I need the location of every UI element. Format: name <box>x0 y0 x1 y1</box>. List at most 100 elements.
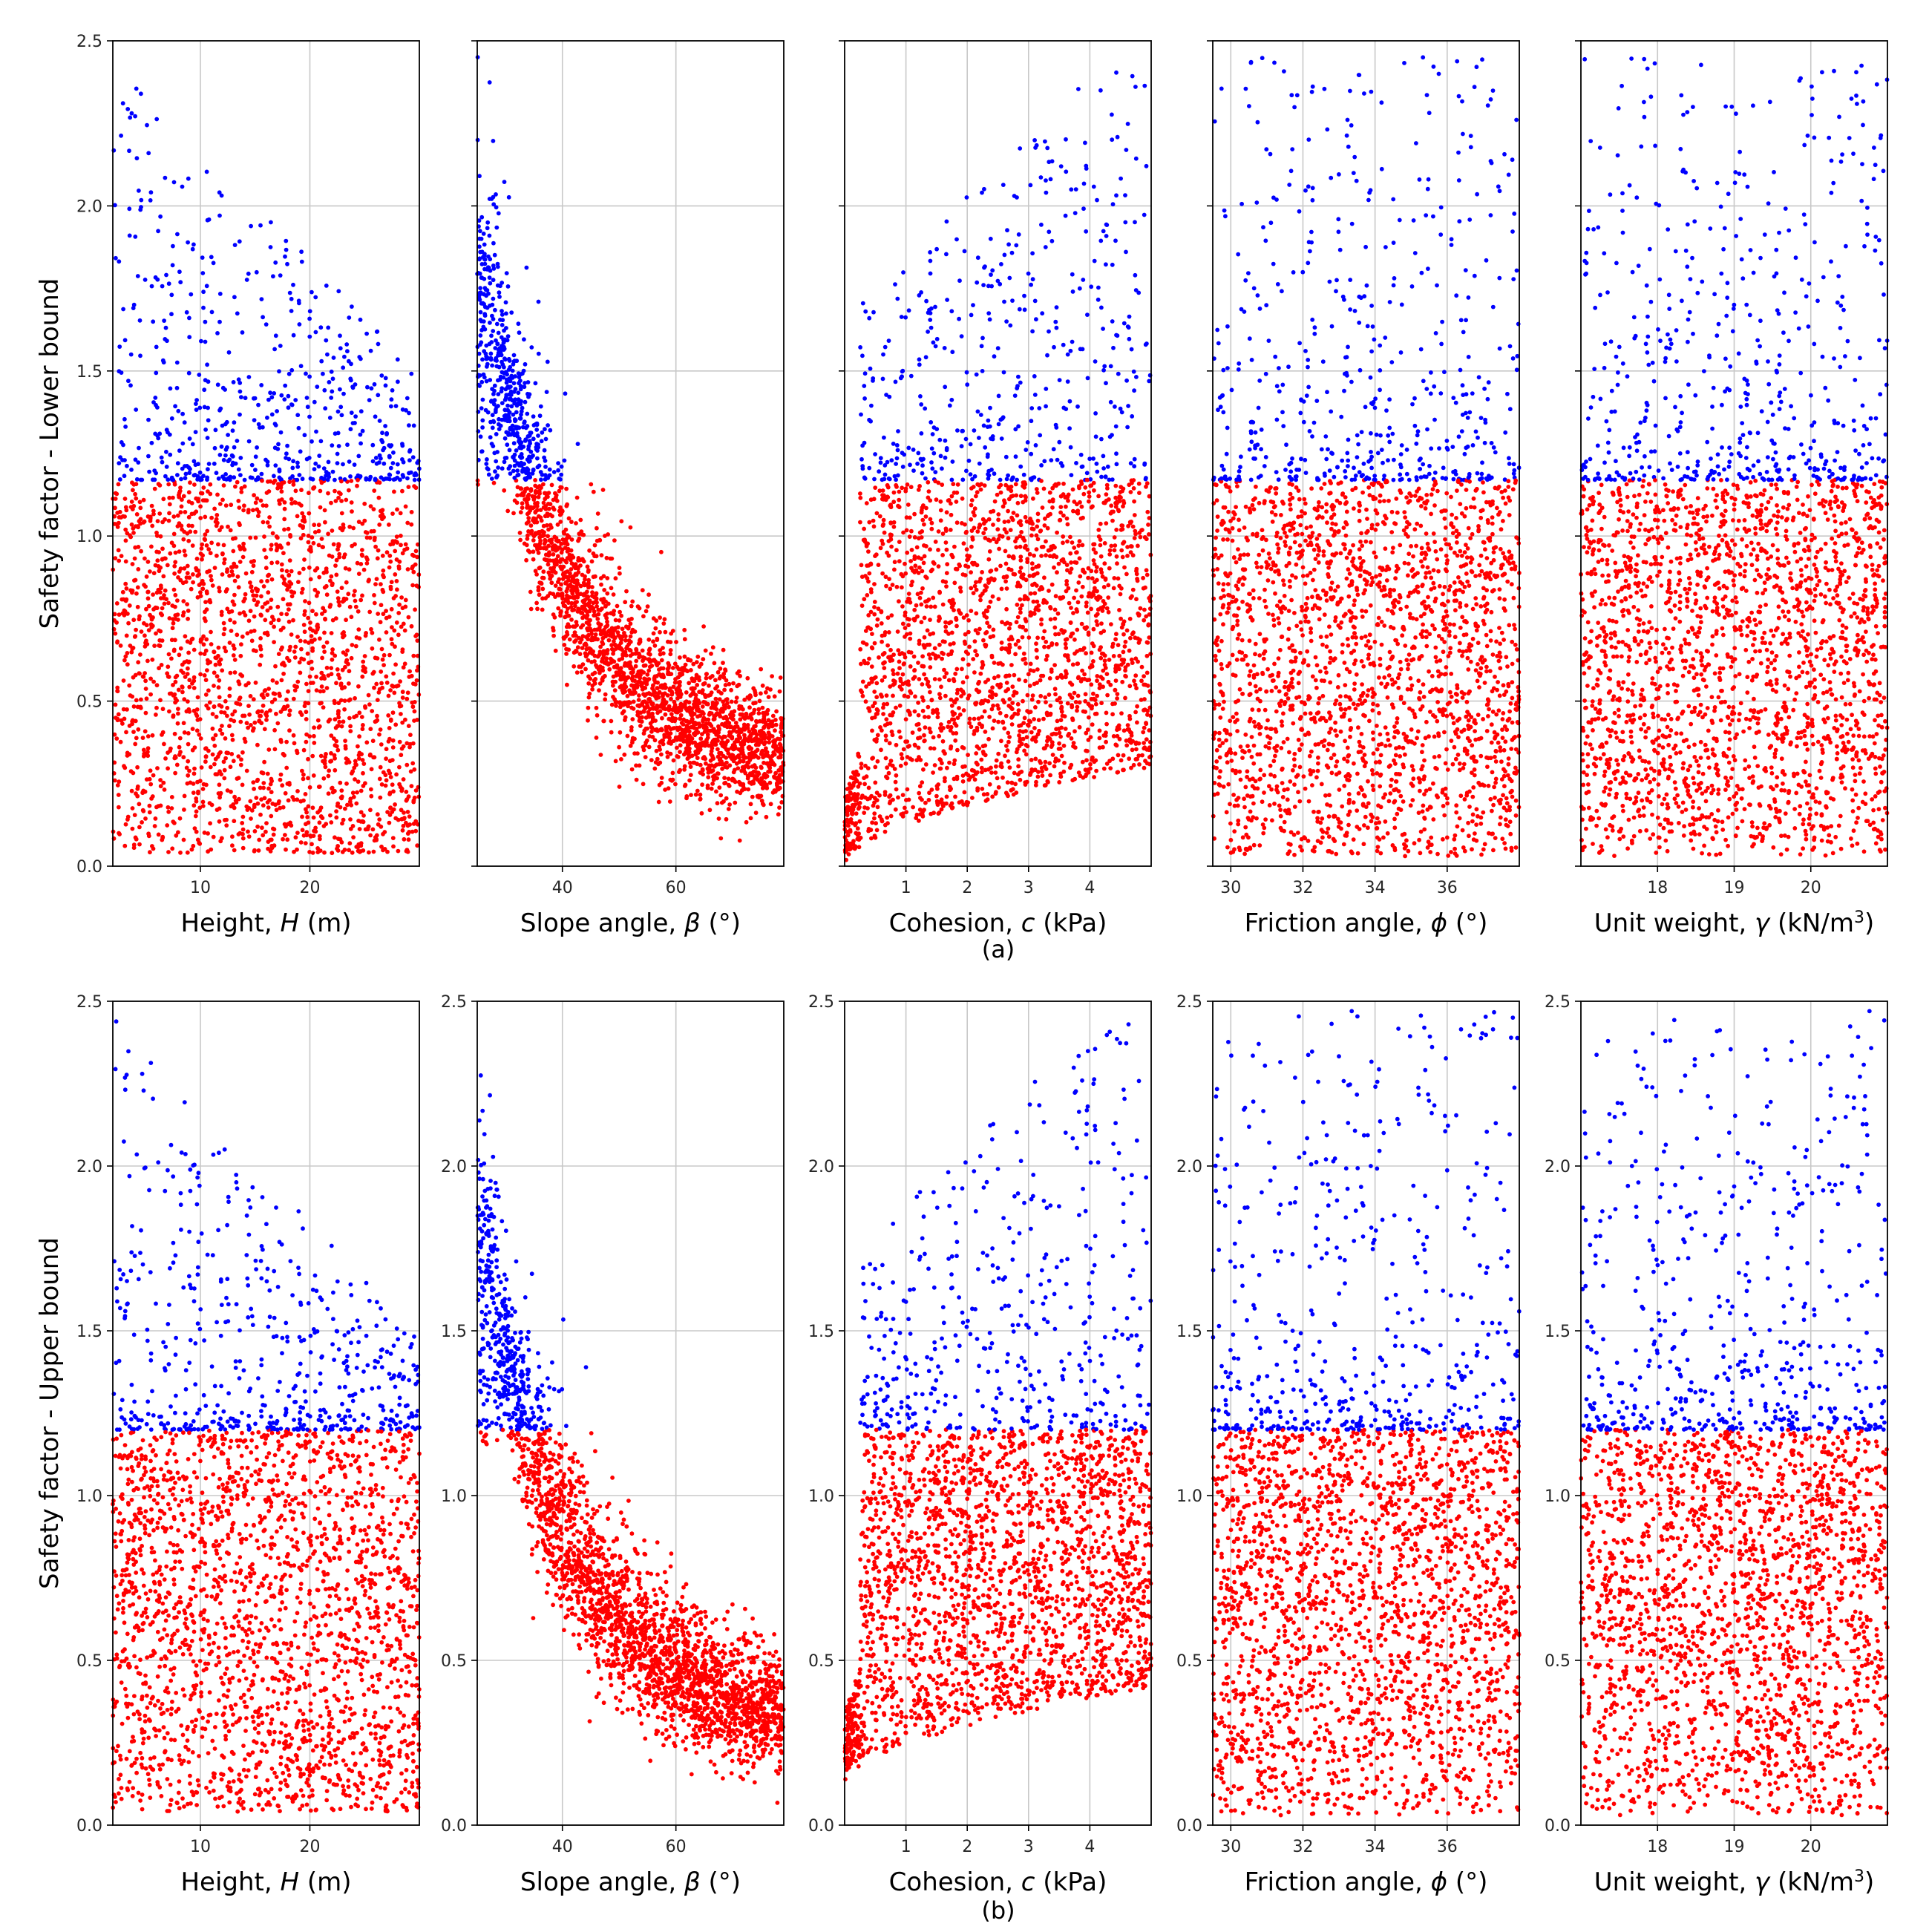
point-unsafe <box>325 592 330 597</box>
point-unsafe <box>372 850 376 854</box>
point-unsafe <box>171 626 175 630</box>
point-safe <box>333 478 337 482</box>
point-unsafe <box>114 736 119 741</box>
point-safe <box>177 269 182 274</box>
point-unsafe <box>288 558 292 563</box>
point-safe <box>269 395 274 399</box>
point-unsafe <box>257 838 261 842</box>
point-unsafe <box>179 646 183 651</box>
point-safe <box>139 198 143 203</box>
point-unsafe <box>272 618 276 622</box>
point-unsafe <box>344 782 349 786</box>
point-unsafe <box>131 806 135 811</box>
point-unsafe <box>212 835 216 839</box>
point-unsafe <box>229 752 234 756</box>
point-safe <box>128 116 132 120</box>
point-unsafe <box>321 545 325 549</box>
point-unsafe <box>390 637 394 641</box>
point-unsafe <box>134 791 138 796</box>
point-unsafe <box>375 714 379 718</box>
point-unsafe <box>344 498 348 502</box>
point-safe <box>380 430 384 435</box>
point-safe <box>358 318 363 322</box>
point-unsafe <box>142 748 146 753</box>
point-unsafe <box>228 641 232 645</box>
point-safe <box>379 373 384 378</box>
point-safe <box>285 262 289 266</box>
point-unsafe <box>249 609 253 613</box>
point-unsafe <box>367 693 371 698</box>
point-unsafe <box>318 820 322 825</box>
point-unsafe <box>318 505 323 510</box>
point-unsafe <box>159 596 163 600</box>
point-safe <box>325 353 330 357</box>
point-unsafe <box>296 580 301 584</box>
point-unsafe <box>255 779 260 783</box>
point-unsafe <box>209 642 214 646</box>
point-unsafe <box>192 482 197 487</box>
point-safe <box>240 330 245 335</box>
point-safe <box>315 384 319 389</box>
point-unsafe <box>143 584 148 589</box>
point-unsafe <box>254 500 258 505</box>
point-safe <box>243 396 248 400</box>
point-unsafe <box>288 708 292 713</box>
point-unsafe <box>322 851 327 855</box>
point-unsafe <box>155 683 160 687</box>
point-safe <box>298 322 302 327</box>
point-safe <box>350 410 354 415</box>
point-unsafe <box>212 649 216 654</box>
point-unsafe <box>206 489 210 494</box>
point-unsafe <box>266 847 270 851</box>
point-unsafe <box>334 573 338 577</box>
point-safe <box>381 462 386 466</box>
point-unsafe <box>311 681 315 685</box>
point-unsafe <box>260 479 264 483</box>
point-unsafe <box>302 623 307 627</box>
point-safe <box>146 454 151 459</box>
point-unsafe <box>241 815 246 819</box>
point-unsafe <box>124 538 128 543</box>
point-safe <box>232 445 237 450</box>
point-unsafe <box>182 721 186 725</box>
point-unsafe <box>379 620 383 624</box>
point-unsafe <box>160 546 165 551</box>
point-unsafe <box>392 490 396 494</box>
point-unsafe <box>138 652 143 657</box>
point-safe <box>213 446 217 451</box>
point-unsafe <box>415 668 419 672</box>
point-unsafe <box>251 508 255 512</box>
point-unsafe <box>188 480 192 485</box>
point-safe <box>167 281 171 286</box>
point-safe <box>326 326 330 330</box>
point-unsafe <box>298 571 302 575</box>
point-safe <box>385 477 390 481</box>
point-unsafe <box>322 631 327 635</box>
point-unsafe <box>304 807 308 811</box>
point-unsafe <box>211 727 215 731</box>
point-safe <box>412 424 416 428</box>
point-safe <box>299 364 304 368</box>
point-safe <box>347 315 351 320</box>
point-unsafe <box>286 607 291 612</box>
point-unsafe <box>115 601 119 606</box>
point-unsafe <box>156 519 160 523</box>
point-unsafe <box>222 621 226 626</box>
point-unsafe <box>195 557 200 561</box>
point-safe <box>378 419 382 423</box>
point-unsafe <box>142 498 146 502</box>
point-unsafe <box>167 710 171 714</box>
point-unsafe <box>122 658 127 663</box>
point-unsafe <box>220 724 224 728</box>
point-safe <box>278 273 283 278</box>
point-unsafe <box>232 593 237 597</box>
point-unsafe <box>359 752 364 756</box>
point-unsafe <box>334 816 338 820</box>
point-unsafe <box>323 508 327 513</box>
point-safe <box>164 326 168 330</box>
point-safe <box>383 424 387 428</box>
point-unsafe <box>181 599 186 603</box>
point-safe <box>389 405 393 409</box>
point-safe <box>238 239 242 243</box>
point-unsafe <box>186 651 191 655</box>
